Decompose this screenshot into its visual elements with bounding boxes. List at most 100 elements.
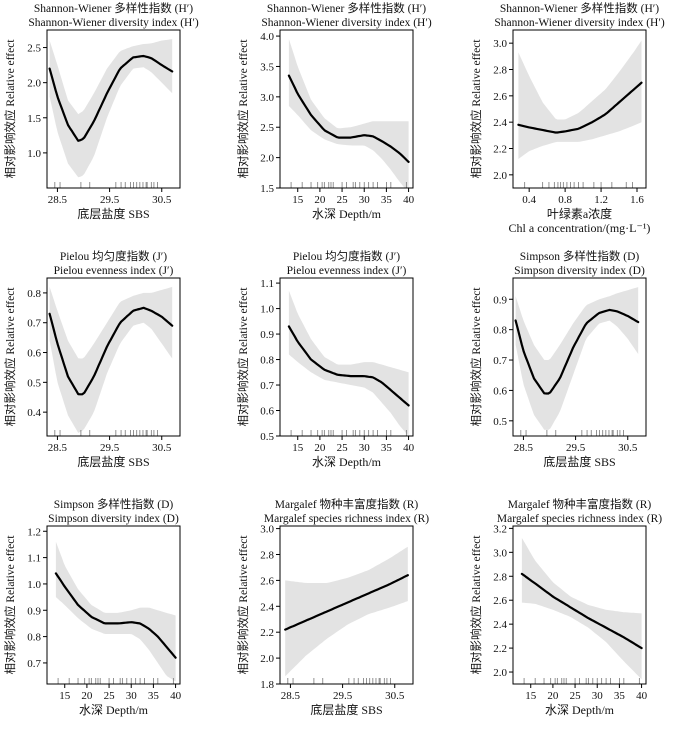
y-tick-label: 2.0: [27, 78, 41, 90]
x-tick-label: 30: [359, 442, 371, 454]
y-tick-label: 0.7: [27, 318, 41, 330]
confidence-band: [288, 39, 409, 188]
chart-panel-2: Shannon-Wiener 多样性指数 (H′) Shannon-Wiener …: [236, 1, 432, 221]
plot-frame: [512, 29, 647, 189]
y-axis-label: 相对影响效应 Relative effect: [236, 39, 250, 179]
chart-title-line1: Margalef 物种丰富度指数 (R): [275, 497, 419, 511]
y-tick-label: 0.8: [27, 288, 41, 300]
x-tick-label: 30: [359, 194, 371, 206]
x-axis-label: 叶绿素a浓度: [547, 206, 612, 221]
confidence-band: [49, 286, 173, 433]
x-axis-label: 水深 Depth/m: [312, 207, 382, 221]
plot-frame: [512, 277, 647, 437]
y-tick-label: 0.8: [260, 355, 274, 367]
confidence-band: [285, 546, 408, 677]
fitted-curve: [287, 325, 410, 407]
fitted-curve: [48, 306, 174, 396]
chart-panel-3: Shannon-Wiener 多样性指数 (H′) Shannon-Wiener …: [469, 1, 665, 235]
fitted-curve: [520, 572, 643, 650]
x-tick-label: 29.5: [100, 442, 120, 454]
x-tick-label: 28.5: [48, 442, 68, 454]
x-tick-label: 20: [314, 442, 326, 454]
x-tick-label: 35: [381, 194, 393, 206]
y-tick-label: 2.6: [493, 595, 507, 607]
x-tick-label: 25: [570, 690, 582, 702]
chart-title-line1: Simpson 多样性指数 (D): [520, 249, 640, 263]
plot-frame: [512, 525, 647, 685]
x-tick-label: 29.5: [333, 690, 353, 702]
y-tick-label: 1.1: [260, 278, 274, 290]
y-tick-label: 0.9: [27, 605, 41, 617]
chart-panel-7: Simpson 多样性指数 (D) Simpson diversity index…: [3, 497, 182, 717]
y-tick-label: 3.0: [260, 524, 274, 536]
x-tick-label: 25: [104, 690, 116, 702]
x-axis-label: 水深 Depth/m: [545, 703, 615, 717]
y-tick-label: 0.7: [493, 355, 507, 367]
y-axis-label: 相对影响效应 Relative effect: [469, 39, 483, 179]
y-tick-label: 0.9: [260, 329, 274, 341]
y-tick-label: 3.2: [493, 523, 507, 535]
x-tick-label: 30: [592, 690, 604, 702]
x-axis-label: 底层盐度 SBS: [77, 206, 149, 221]
x-tick-label: 29.5: [100, 194, 120, 206]
x-tick-label: 29.5: [566, 442, 586, 454]
confidence-band: [49, 39, 173, 178]
x-tick-label: 20: [314, 194, 326, 206]
fitted-curve: [287, 74, 410, 163]
fitted-curve: [517, 81, 643, 134]
chart-title-line1: Shannon-Wiener 多样性指数 (H′): [267, 1, 426, 15]
y-tick-label: 0.5: [493, 416, 507, 428]
chart-title-line2: Simpson diversity index (D): [48, 513, 179, 525]
y-tick-label: 1.1: [27, 553, 41, 565]
y-axis-label: 相对影响效应 Relative effect: [236, 287, 250, 427]
x-tick-label: 40: [403, 442, 415, 454]
x-tick-label: 35: [614, 690, 626, 702]
y-tick-label: 2.0: [493, 667, 507, 679]
y-tick-label: 2.8: [493, 571, 507, 583]
chart-title-line2: Margalef species richness index (R): [264, 513, 429, 525]
y-tick-label: 3.0: [493, 547, 507, 559]
x-tick-label: 40: [170, 690, 182, 702]
x-tick-label: 15: [292, 194, 304, 206]
x-axis-label: 水深 Depth/m: [79, 703, 149, 717]
chart-title-line1: Simpson 多样性指数 (D): [54, 497, 174, 511]
x-axis-label: 底层盐度 SBS: [310, 702, 382, 717]
confidence-band: [55, 541, 176, 682]
x-tick-label: 15: [525, 690, 537, 702]
y-tick-label: 0.6: [493, 385, 507, 397]
x-tick-label: 1.2: [594, 194, 608, 206]
x-tick-label: 28.5: [281, 690, 301, 702]
y-axis-label: 相对影响效应 Relative effect: [236, 535, 250, 675]
x-tick-label: 30: [126, 690, 138, 702]
y-tick-label: 2.6: [493, 91, 507, 103]
x-tick-label: 30.5: [152, 442, 172, 454]
chart-title-line2: Pielou evenness index (J′): [287, 265, 407, 277]
x-tick-label: 25: [337, 442, 349, 454]
x-axis-label: 底层盐度 SBS: [77, 454, 149, 469]
y-tick-label: 3.0: [260, 92, 274, 104]
plot-frame: [46, 525, 181, 685]
y-tick-label: 1.0: [27, 579, 41, 591]
chart-title-line1: Shannon-Wiener 多样性指数 (H′): [34, 1, 193, 15]
x-axis-label: 水深 Depth/m: [312, 455, 382, 469]
y-tick-label: 2.4: [260, 601, 274, 613]
fitted-curve: [54, 572, 177, 659]
chart-panel-8: Margalef 物种丰富度指数 (R) Margalef species ric…: [236, 497, 429, 717]
y-tick-label: 2.0: [493, 170, 507, 182]
y-tick-label: 1.0: [27, 148, 41, 160]
chart-title-line2: Margalef species richness index (R): [497, 513, 662, 525]
y-tick-label: 0.7: [260, 380, 274, 392]
y-tick-label: 0.4: [27, 407, 41, 419]
y-tick-label: 2.2: [493, 144, 507, 156]
y-tick-label: 2.0: [260, 153, 274, 165]
x-tick-label: 0.4: [522, 194, 536, 206]
y-axis-label: 相对影响效应 Relative effect: [469, 535, 483, 675]
y-tick-label: 2.2: [493, 643, 507, 655]
y-tick-label: 0.8: [27, 632, 41, 644]
x-tick-label: 28.5: [514, 442, 534, 454]
y-axis-label: 相对影响效应 Relative effect: [3, 535, 17, 675]
confidence-band: [288, 290, 409, 436]
y-axis-label: 相对影响效应 Relative effect: [3, 39, 17, 179]
chart-panel-6: Simpson 多样性指数 (D) Simpson diversity index…: [469, 249, 647, 469]
x-tick-label: 35: [381, 442, 393, 454]
